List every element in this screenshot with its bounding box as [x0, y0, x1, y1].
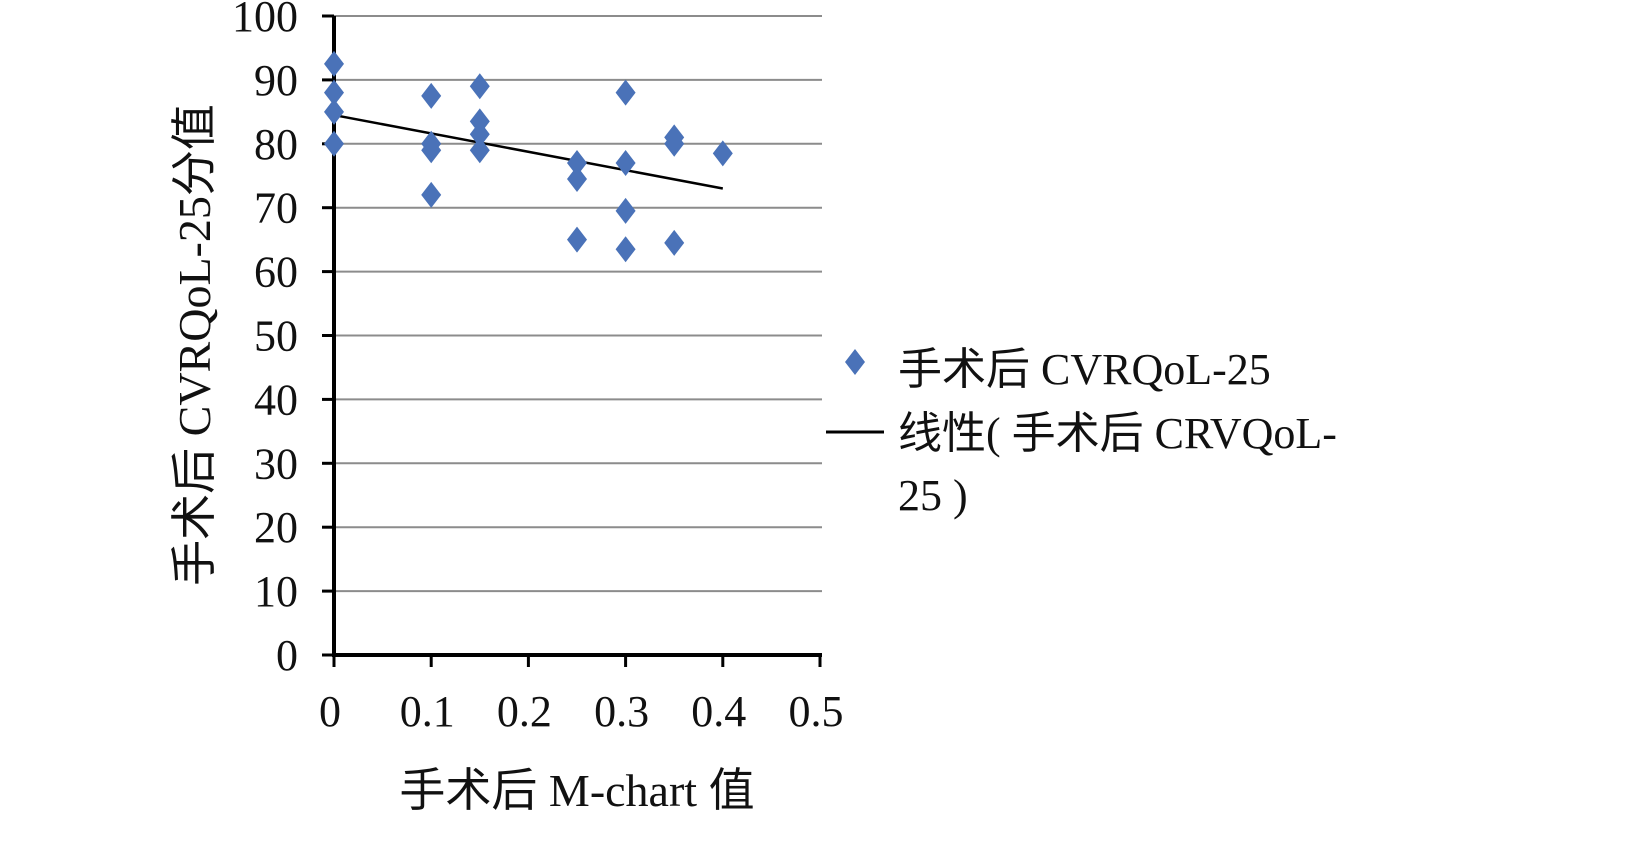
y-tick-label: 20	[254, 503, 298, 552]
data-point	[421, 82, 442, 109]
x-tick-label: 0.4	[691, 687, 746, 736]
data-point	[712, 140, 733, 167]
y-tick-label: 50	[254, 312, 298, 361]
data-point	[615, 197, 636, 224]
data-point	[664, 229, 685, 256]
y-tick-label: 10	[254, 567, 298, 616]
y-tick-label: 100	[232, 0, 298, 41]
grid-lines	[334, 15, 822, 593]
data-point	[567, 149, 587, 176]
legend-trendline-label-line2: 25 )	[898, 471, 968, 520]
y-tick-label: 80	[254, 120, 298, 169]
data-point	[324, 130, 344, 157]
y-tick-label: 30	[254, 439, 298, 488]
data-point	[615, 236, 636, 263]
data-point	[324, 98, 344, 125]
legend: 手术后 CVRQoL-25 线性( 手术后 CRVQoL- 25 )	[826, 345, 1337, 520]
data-points	[324, 50, 733, 263]
data-point	[421, 181, 442, 208]
x-axis-title: 手术后 M-chart 值	[399, 765, 754, 816]
x-tick-label: 0.1	[400, 687, 455, 736]
y-tick-label: 60	[254, 248, 298, 297]
x-tick-label: 0.5	[789, 687, 844, 736]
data-point	[324, 79, 344, 106]
data-point	[567, 165, 587, 192]
data-point	[567, 226, 587, 253]
y-tick-label: 40	[254, 375, 298, 424]
trendline-group	[333, 113, 724, 190]
y-tick-label: 70	[254, 184, 298, 233]
y-tick-label: 90	[254, 56, 298, 105]
trendline	[333, 113, 724, 190]
data-point	[469, 121, 490, 148]
data-point	[664, 130, 685, 157]
legend-series-label: 手术后 CVRQoL-25	[898, 345, 1271, 394]
x-tick-label: 0.2	[497, 687, 552, 736]
data-point	[421, 137, 442, 164]
y-axis-ticks: 0 10 20 30 40 50 60 70 80 90 100	[232, 0, 334, 680]
y-axis-title: 手术后 CVRQoL-25分值	[169, 104, 220, 586]
y-tick-label: 0	[276, 631, 298, 680]
legend-trendline-label-line1: 线性( 手术后 CRVQoL-	[898, 409, 1337, 458]
x-axis-ticks: 0 0.1 0.2 0.3 0.4 0.5	[319, 655, 844, 736]
data-point	[469, 137, 490, 164]
legend-marker-diamond	[845, 349, 865, 375]
data-point	[469, 73, 490, 100]
x-tick-label: 0	[319, 687, 341, 736]
x-tick-label: 0.3	[594, 687, 649, 736]
data-point	[615, 79, 636, 106]
data-point	[324, 50, 344, 77]
data-point	[615, 149, 636, 176]
